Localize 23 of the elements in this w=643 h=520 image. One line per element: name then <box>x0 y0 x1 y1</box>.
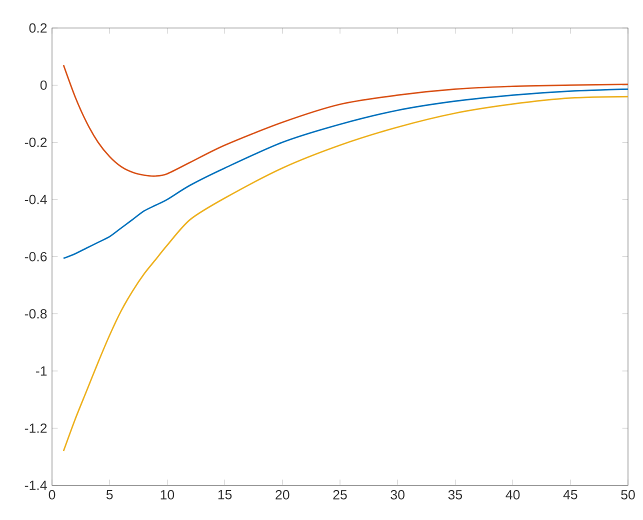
y-tick-label: -0.4 <box>24 194 47 204</box>
x-tick-label: 5 <box>106 490 113 500</box>
x-tick-label: 45 <box>563 490 578 500</box>
y-tick-label: -0.2 <box>24 138 47 148</box>
y-tick-label: -1.4 <box>24 480 47 490</box>
x-tick-label: 40 <box>506 490 520 500</box>
x-tick-label: 30 <box>390 490 404 500</box>
x-tick-label: 20 <box>276 490 290 500</box>
x-tick-label: 10 <box>160 490 174 500</box>
y-tick-label: -0.8 <box>24 309 47 319</box>
y-tick-label: 0.2 <box>29 23 47 33</box>
x-tick-label: 35 <box>448 490 462 500</box>
line-series <box>62 64 628 177</box>
y-tick-label: 0 <box>40 80 47 90</box>
y-tick-label: -1.2 <box>24 424 47 433</box>
line-series <box>62 96 628 452</box>
x-tick-label: 15 <box>218 490 232 500</box>
y-tick-label: -1 <box>36 366 47 376</box>
x-tick-label: 25 <box>333 490 347 500</box>
y-tick-label: -0.6 <box>24 252 47 262</box>
line-series <box>62 88 628 260</box>
x-tick-label: 0 <box>48 490 56 500</box>
x-tick-label: 50 <box>621 490 635 500</box>
